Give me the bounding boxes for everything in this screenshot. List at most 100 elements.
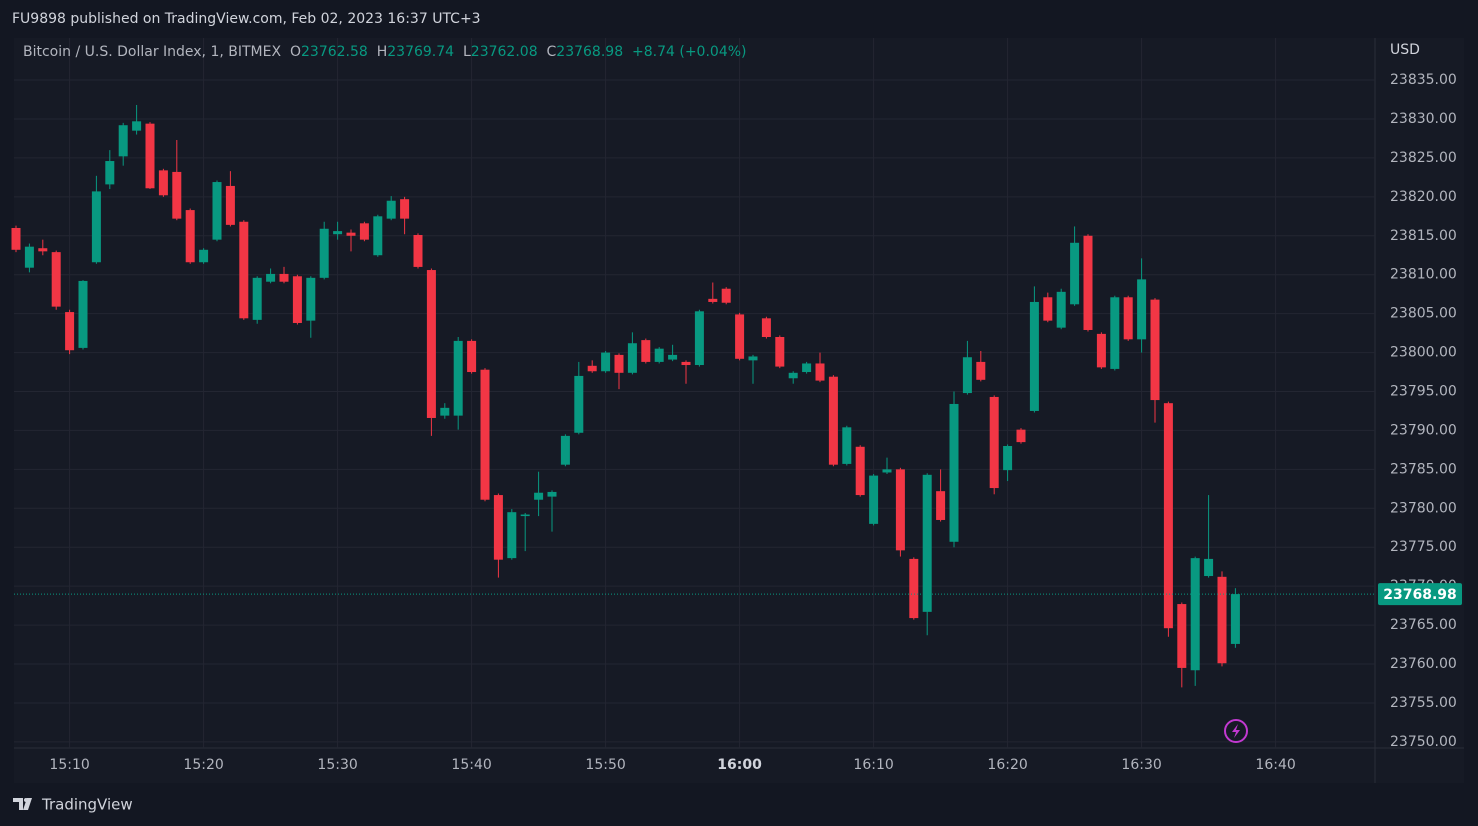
high-value: 23769.74 — [387, 44, 455, 60]
candle-body — [346, 232, 356, 236]
footer-brand[interactable]: TradingView — [41, 796, 133, 814]
candle-body — [467, 340, 477, 373]
candle-body — [266, 273, 276, 282]
x-tick-label: 15:30 — [317, 757, 357, 773]
candle-body — [681, 361, 691, 366]
candle-body — [158, 170, 168, 196]
candles — [11, 104, 1375, 688]
candle-body — [1217, 576, 1227, 664]
ohlc-letter: H — [376, 44, 388, 60]
candle-body — [869, 475, 879, 524]
candle-body — [909, 558, 919, 619]
candle-body — [1083, 235, 1093, 330]
axes: 23750.0023755.0023760.0023765.0023770.00… — [49, 72, 1462, 773]
candle-body — [225, 185, 235, 225]
close-value: 23768.98 — [556, 44, 624, 60]
symbol: Bitcoin / U.S. Dollar Index, 1, BITMEX — [23, 44, 282, 60]
change: +8.74 (+0.04%) — [632, 44, 747, 60]
x-tick-label: 16:20 — [987, 757, 1027, 773]
candle-body — [38, 248, 48, 252]
candle-body — [306, 277, 316, 321]
x-tick-label: 16:40 — [1255, 757, 1295, 773]
published-line: FU9898 published on TradingView.com, Feb… — [12, 11, 481, 27]
y-tick-label: 23825.00 — [1390, 150, 1457, 166]
candle-body — [560, 435, 570, 465]
candle-body — [319, 228, 329, 278]
candle-body — [1190, 558, 1200, 671]
candle-body — [212, 182, 222, 240]
y-tick-label: 23755.00 — [1390, 695, 1457, 711]
candle-body — [721, 288, 731, 303]
y-tick-label: 23830.00 — [1390, 111, 1457, 127]
candle-body — [172, 171, 182, 219]
candle-body — [708, 298, 718, 302]
candle-body — [1029, 301, 1039, 411]
candle-body — [788, 372, 798, 379]
last-price-label: 23768.98 — [1383, 587, 1457, 603]
candle-body — [132, 121, 142, 131]
candle-body — [989, 396, 999, 489]
candle-body — [199, 249, 209, 263]
candle-body — [1150, 299, 1160, 401]
candle-body — [641, 340, 651, 362]
y-tick-label: 23820.00 — [1390, 189, 1457, 205]
candle-body — [574, 375, 584, 433]
tradingview-logo[interactable] — [13, 798, 32, 810]
candle-body — [105, 161, 115, 185]
y-tick-label: 23790.00 — [1390, 422, 1457, 438]
candle-body — [1163, 403, 1173, 629]
candle-body — [855, 446, 865, 496]
candle-body — [426, 270, 436, 418]
candle-body — [480, 369, 490, 500]
candle-body — [91, 191, 101, 263]
candle-body — [654, 348, 664, 362]
ohlc-letter: C — [546, 44, 557, 60]
y-tick-label: 23810.00 — [1390, 267, 1457, 283]
logo-dot[interactable] — [24, 798, 28, 802]
candle-body — [78, 280, 88, 348]
alert-circle[interactable] — [1224, 719, 1248, 743]
candle-body — [239, 221, 249, 319]
candle-body — [694, 311, 704, 366]
candle-body — [668, 354, 678, 360]
legend: Bitcoin / U.S. Dollar Index, 1, BITMEX O… — [23, 44, 747, 60]
candle-body — [949, 403, 959, 542]
candle-body — [413, 234, 423, 267]
low-value: 23762.08 — [470, 44, 538, 60]
x-tick-label: 15:20 — [183, 757, 223, 773]
candle-body — [828, 376, 838, 465]
candle-body — [24, 246, 34, 268]
candle-body — [842, 427, 852, 464]
candle-body — [400, 199, 410, 219]
candle-body — [1056, 291, 1066, 328]
candle-body — [627, 343, 637, 373]
y-tick-label: 23815.00 — [1390, 228, 1457, 244]
candle-body — [440, 407, 450, 416]
candle-body — [735, 314, 745, 359]
plot-panel — [14, 38, 1464, 783]
alert-bolt[interactable] — [1232, 724, 1240, 738]
candle-body — [922, 474, 932, 612]
candle-body — [1230, 594, 1240, 644]
x-tick-label: 16:10 — [853, 757, 893, 773]
alert-icon[interactable] — [1224, 719, 1248, 743]
candle-body — [1043, 297, 1053, 321]
candle-body — [748, 356, 758, 361]
candle-body — [386, 200, 396, 219]
candle-body — [507, 512, 517, 559]
x-tick-label: 15:50 — [585, 757, 625, 773]
candle-body — [65, 312, 75, 351]
y-tick-label: 23775.00 — [1390, 539, 1457, 555]
candle-body — [1123, 297, 1133, 340]
x-tick-label: 16:30 — [1121, 757, 1161, 773]
x-tick-label: 16:00 — [717, 757, 762, 773]
candle-body — [895, 469, 905, 551]
candle-body — [1003, 446, 1013, 471]
y-tick-label: 23780.00 — [1390, 500, 1457, 516]
candle-body — [936, 491, 946, 520]
candle-body — [453, 340, 463, 416]
candle-body — [1016, 429, 1026, 443]
candle-body — [601, 352, 611, 372]
